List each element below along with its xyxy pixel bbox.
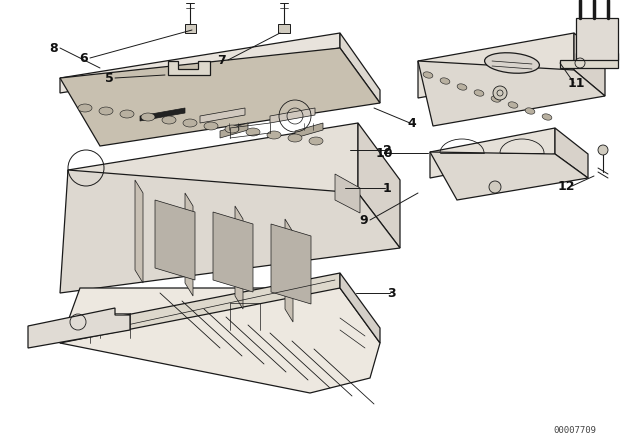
Polygon shape [213,212,253,292]
Text: 5: 5 [104,72,113,85]
Circle shape [489,181,501,193]
Polygon shape [270,108,315,123]
Polygon shape [185,24,196,33]
Polygon shape [168,61,210,75]
Circle shape [493,86,507,100]
Ellipse shape [440,78,450,84]
Text: 11: 11 [567,77,585,90]
Ellipse shape [542,114,552,120]
Text: 9: 9 [360,214,368,227]
Polygon shape [28,308,130,348]
Polygon shape [60,33,340,93]
Polygon shape [340,273,380,343]
Ellipse shape [99,107,113,115]
Polygon shape [155,200,195,280]
Polygon shape [60,170,400,293]
Ellipse shape [288,134,302,142]
Ellipse shape [78,104,92,112]
Ellipse shape [267,131,281,139]
Polygon shape [340,33,380,103]
Polygon shape [68,123,358,240]
Ellipse shape [474,90,484,96]
Polygon shape [430,152,588,200]
Text: 00007709: 00007709 [554,426,596,435]
Text: 12: 12 [557,180,575,193]
Ellipse shape [120,110,134,118]
Polygon shape [140,108,185,121]
Polygon shape [135,180,143,283]
Text: 3: 3 [388,287,396,300]
Ellipse shape [183,119,197,127]
Polygon shape [271,224,311,304]
Polygon shape [430,128,555,178]
Circle shape [598,145,608,155]
Ellipse shape [508,102,518,108]
Polygon shape [278,24,290,33]
Ellipse shape [141,113,155,121]
Ellipse shape [484,53,540,73]
Ellipse shape [204,122,218,130]
Polygon shape [185,193,193,296]
Ellipse shape [162,116,176,124]
Text: 7: 7 [218,53,227,66]
Text: 1: 1 [383,181,392,194]
Ellipse shape [309,137,323,145]
Text: 2: 2 [383,143,392,156]
Polygon shape [560,53,618,68]
Ellipse shape [246,128,260,136]
Ellipse shape [491,96,501,102]
Text: 4: 4 [408,116,417,129]
Polygon shape [235,206,243,309]
Polygon shape [60,273,340,343]
Text: 6: 6 [80,52,88,65]
Polygon shape [200,108,245,123]
Ellipse shape [457,84,467,90]
Polygon shape [574,33,605,96]
Text: 8: 8 [50,42,58,55]
Polygon shape [220,123,248,138]
Polygon shape [576,18,618,60]
Polygon shape [295,123,323,138]
Polygon shape [335,174,360,213]
Polygon shape [285,219,293,322]
Ellipse shape [423,72,433,78]
Polygon shape [60,288,380,393]
Polygon shape [555,128,588,178]
Ellipse shape [525,108,535,114]
Text: 10: 10 [375,146,393,159]
Polygon shape [60,48,380,146]
Polygon shape [358,123,400,248]
Polygon shape [418,33,574,98]
Ellipse shape [225,125,239,133]
Polygon shape [418,61,605,126]
